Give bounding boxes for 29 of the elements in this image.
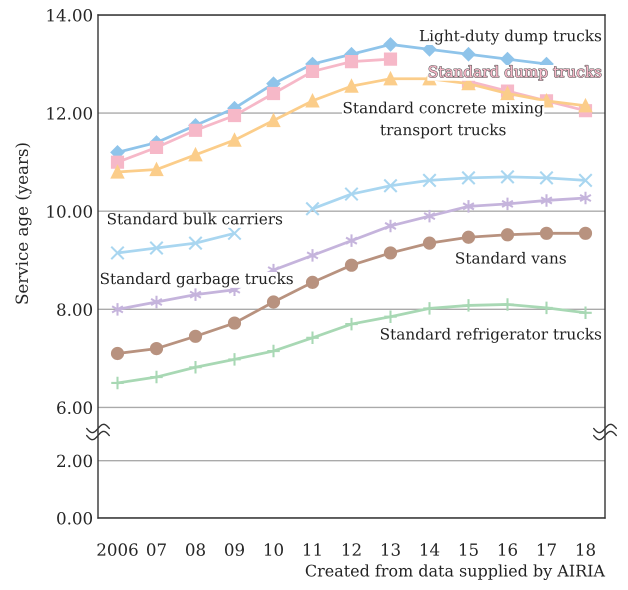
series-label: Standard concrete mixing transport trucks (344, 102, 544, 138)
series-label: Standard dump trucks (429, 65, 602, 80)
y-tick-label: 14.00 (47, 8, 92, 22)
y-tick-label: 6.00 (57, 401, 92, 414)
series-label: Standard garbage trucks (100, 272, 293, 288)
text: Created from data supplied by AIRIA (306, 564, 606, 580)
x-tick-label: 08 (186, 543, 205, 556)
series-label: Light-duty dump trucks (420, 30, 602, 45)
series-label: Standard refrigerator trucks (380, 328, 602, 343)
series-label: Standard vans (456, 252, 566, 264)
x-tick-label: 17 (538, 543, 556, 556)
y-tick-label: 8.00 (57, 303, 92, 316)
x-tick-label: 09 (224, 543, 244, 556)
series-label: Standard bulk carriers (108, 212, 282, 224)
x-tick-label: 15 (460, 543, 478, 556)
y-tick-label: 12.00 (47, 107, 92, 120)
y-tick-label: 0.00 (57, 512, 92, 525)
y-tick-label: 10.00 (47, 205, 92, 218)
x-tick-label: 14 (420, 543, 440, 556)
x-tick-label: 11 (304, 543, 321, 556)
x-tick-label: 10 (264, 543, 283, 556)
x-tick-label: 2006 (97, 543, 138, 556)
y-axis-title: Service age (years) (15, 143, 32, 304)
x-tick-label: 16 (498, 543, 518, 556)
y-tick-label: 2.00 (57, 454, 92, 468)
x-tick-label: 07 (146, 543, 166, 556)
x-tick-label: 13 (382, 543, 400, 556)
x-tick-label: 12 (342, 543, 360, 556)
x-tick-label: 18 (576, 543, 595, 556)
